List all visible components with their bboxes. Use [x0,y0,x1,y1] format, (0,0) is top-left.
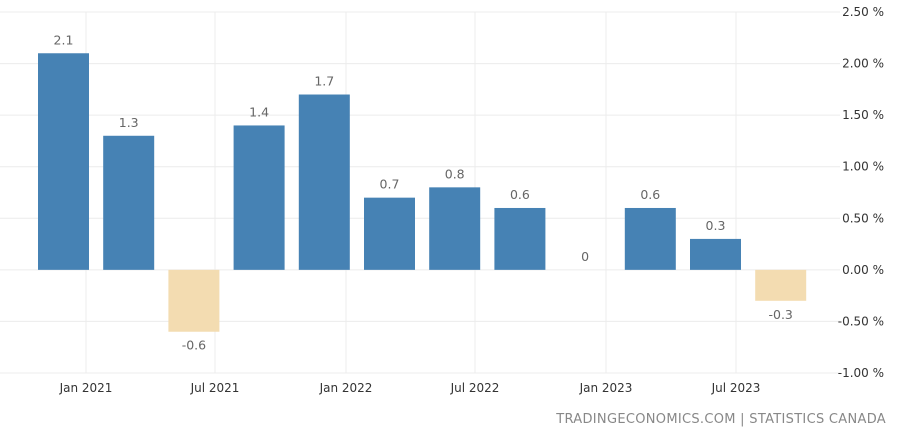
data-label: 1.7 [314,74,334,89]
x-tick-label: Jul 2021 [190,381,240,395]
data-label: 0.3 [706,218,726,233]
y-tick-label: 0.00 % [842,263,884,277]
bar [38,53,89,270]
y-tick-label: 1.50 % [842,108,884,122]
bar [233,125,285,270]
data-label: 0 [581,249,589,264]
bar [494,207,546,270]
data-label: 1.3 [119,115,139,130]
bar [298,94,350,270]
bar [364,197,415,270]
x-axis: Jan 2021 Jul 2021 Jan 2022 Jul 2022 Jan 2023… [59,381,761,395]
bar [755,269,807,301]
x-tick-label: Jan 2021 [59,381,113,395]
data-label: 0.6 [510,187,530,202]
bars [38,53,807,332]
x-tick-label: Jul 2022 [450,381,500,395]
source-attribution: TRADINGECONOMICS.COM | STATISTICS CANADA [556,412,886,427]
y-tick-label: 2.50 % [842,5,884,19]
y-tick-label: 1.00 % [842,160,884,174]
x-tick-label: Jan 2022 [319,381,373,395]
data-label: 0.7 [380,177,400,192]
y-tick-label: 0.50 % [842,211,884,225]
data-label: 1.4 [249,104,269,119]
data-label: 2.1 [54,32,74,47]
bar [690,238,741,270]
y-tick-label: -1.00 % [838,366,884,380]
x-tick-label: Jul 2023 [711,381,761,395]
bar [168,269,220,332]
data-label: -0.6 [182,338,206,353]
gridlines [0,11,840,374]
bar [624,207,676,270]
y-axis: 2.50 % 2.00 % 1.50 % 1.00 % 0.50 % 0.00 % -0.5… [838,5,884,380]
bar [429,187,481,270]
x-tick-label: Jan 2023 [579,381,633,395]
data-label: 0.8 [445,166,465,181]
data-labels: 2.1 1.3 -0.6 1.4 1.7 0.7 0.8 0.6 0 0.6 0.3 -0.3 [54,32,793,352]
y-tick-label: -0.50 % [838,314,884,328]
y-tick-label: 2.00 % [842,57,884,71]
data-label: -0.3 [769,307,793,322]
data-label: 0.6 [640,187,660,202]
bar [103,135,155,270]
